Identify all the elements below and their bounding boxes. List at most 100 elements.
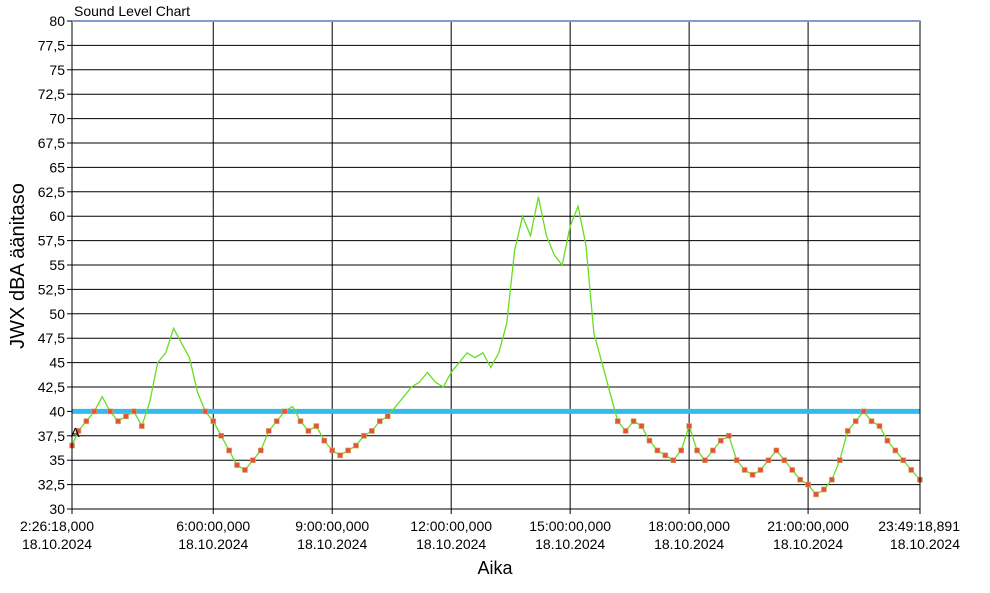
x-tick-label-time: 15:00:00,000 [529, 518, 611, 534]
data-point-marker [662, 452, 669, 459]
x-tick-label-date: 18.10.2024 [22, 536, 92, 552]
x-tick-label-date: 18.10.2024 [297, 536, 367, 552]
y-tick-label: 35 [49, 452, 65, 468]
data-point-marker [829, 476, 835, 483]
data-point-marker [702, 457, 708, 464]
y-tick-label: 72,5 [38, 86, 65, 102]
data-point-marker [139, 423, 145, 429]
x-tick-label-time: 2:26:18,000 [20, 518, 94, 534]
y-tick-label: 67,5 [38, 135, 65, 151]
data-point-marker [884, 437, 891, 444]
data-point-marker [844, 428, 851, 434]
data-point-marker [281, 408, 288, 415]
data-point-marker [218, 432, 224, 439]
x-tick-label-time: 9:00:00,000 [295, 518, 369, 534]
data-point-marker [226, 447, 232, 454]
data-point-marker [765, 457, 772, 464]
data-point-marker [115, 418, 121, 424]
data-point-marker [710, 447, 716, 454]
data-point-marker [234, 462, 240, 468]
data-point-marker [131, 408, 137, 415]
y-tick-label: 40 [49, 403, 65, 419]
data-point-marker [773, 447, 780, 454]
data-point-marker [265, 428, 272, 434]
y-tick-label: 60 [49, 208, 65, 224]
data-point-marker [908, 467, 915, 473]
grid [71, 20, 921, 510]
threshold-label: A [71, 425, 80, 440]
data-point-marker [852, 418, 859, 424]
y-tick-label: 30 [49, 501, 65, 517]
data-point-marker [678, 447, 684, 454]
data-point-marker [876, 423, 883, 429]
data-point-marker [83, 418, 90, 424]
y-tick-label: 62,5 [38, 184, 65, 200]
data-point-marker [107, 408, 113, 415]
x-tick-label-date: 18.10.2024 [773, 536, 843, 552]
data-point-marker [638, 423, 645, 429]
data-point-marker [900, 457, 907, 464]
data-point-marker [297, 418, 304, 424]
y-tick-label: 70 [49, 111, 65, 127]
data-point-marker [789, 467, 796, 473]
data-point-marker [892, 447, 899, 454]
data-point-marker [654, 447, 661, 454]
data-point-marker [733, 457, 740, 464]
data-point-marker [377, 418, 383, 424]
x-axis-label: Aika [477, 558, 513, 578]
chart-title: Sound Level Chart [74, 3, 190, 19]
data-point-marker [202, 408, 209, 415]
x-tick-label-time: 18:00:00,000 [648, 518, 730, 534]
x-tick-label-date: 18.10.2024 [535, 536, 605, 552]
data-point-marker [805, 481, 811, 488]
y-tick-label: 42,5 [38, 379, 65, 395]
data-point-marker [741, 467, 748, 473]
data-point-marker [837, 457, 843, 464]
x-tick-label-date: 18.10.2024 [178, 536, 248, 552]
data-point-marker [242, 467, 248, 473]
y-tick-label: 65 [49, 159, 65, 175]
x-tick-label-time: 23:49:18,891 [878, 518, 960, 534]
data-point-marker [694, 447, 700, 454]
y-tick-label: 52,5 [38, 281, 65, 297]
data-point-marker [210, 418, 217, 424]
data-point-marker [670, 457, 677, 464]
data-point-marker [860, 408, 867, 415]
data-point-marker [75, 428, 82, 434]
data-point-marker [345, 447, 351, 454]
data-point-marker [630, 418, 637, 424]
y-tick-label: 55 [49, 257, 65, 273]
y-tick-label: 47,5 [38, 330, 65, 346]
data-point-marker [361, 432, 367, 439]
axes: 30 32,5 35 37,5 40 42,5 45 47,5 50 52,5 55 57,5 60 62… [20, 13, 960, 552]
data-point-marker [797, 476, 803, 483]
y-tick-label: 50 [49, 306, 65, 322]
x-tick-label-time: 12:00:00,000 [410, 518, 492, 534]
data-point-marker [369, 428, 375, 434]
x-tick-label-date: 18.10.2024 [416, 536, 486, 552]
data-point-marker [337, 452, 343, 459]
data-point-marker [757, 467, 764, 473]
data-point-marker [353, 442, 359, 449]
data-point-marker [123, 413, 129, 420]
data-point-marker [250, 457, 256, 464]
y-tick-label: 57,5 [38, 233, 65, 249]
y-tick-label: 45 [49, 355, 65, 371]
data-point-marker [329, 447, 336, 454]
data-point-marker [781, 457, 788, 464]
y-tick-label: 32,5 [38, 477, 65, 493]
y-axis-label: JWX dBA äänitaso [7, 183, 29, 349]
data-point-marker [313, 423, 320, 429]
x-tick-label-date: 18.10.2024 [654, 536, 724, 552]
data-point-marker [813, 491, 819, 498]
data-point-marker [384, 413, 391, 420]
data-point-marker [749, 472, 756, 478]
data-point-marker [273, 418, 280, 424]
data-point-marker [622, 428, 629, 434]
x-tick-label-date: 18.10.2024 [890, 536, 960, 552]
data-point-marker [718, 437, 724, 444]
data-point-marker [91, 408, 98, 415]
